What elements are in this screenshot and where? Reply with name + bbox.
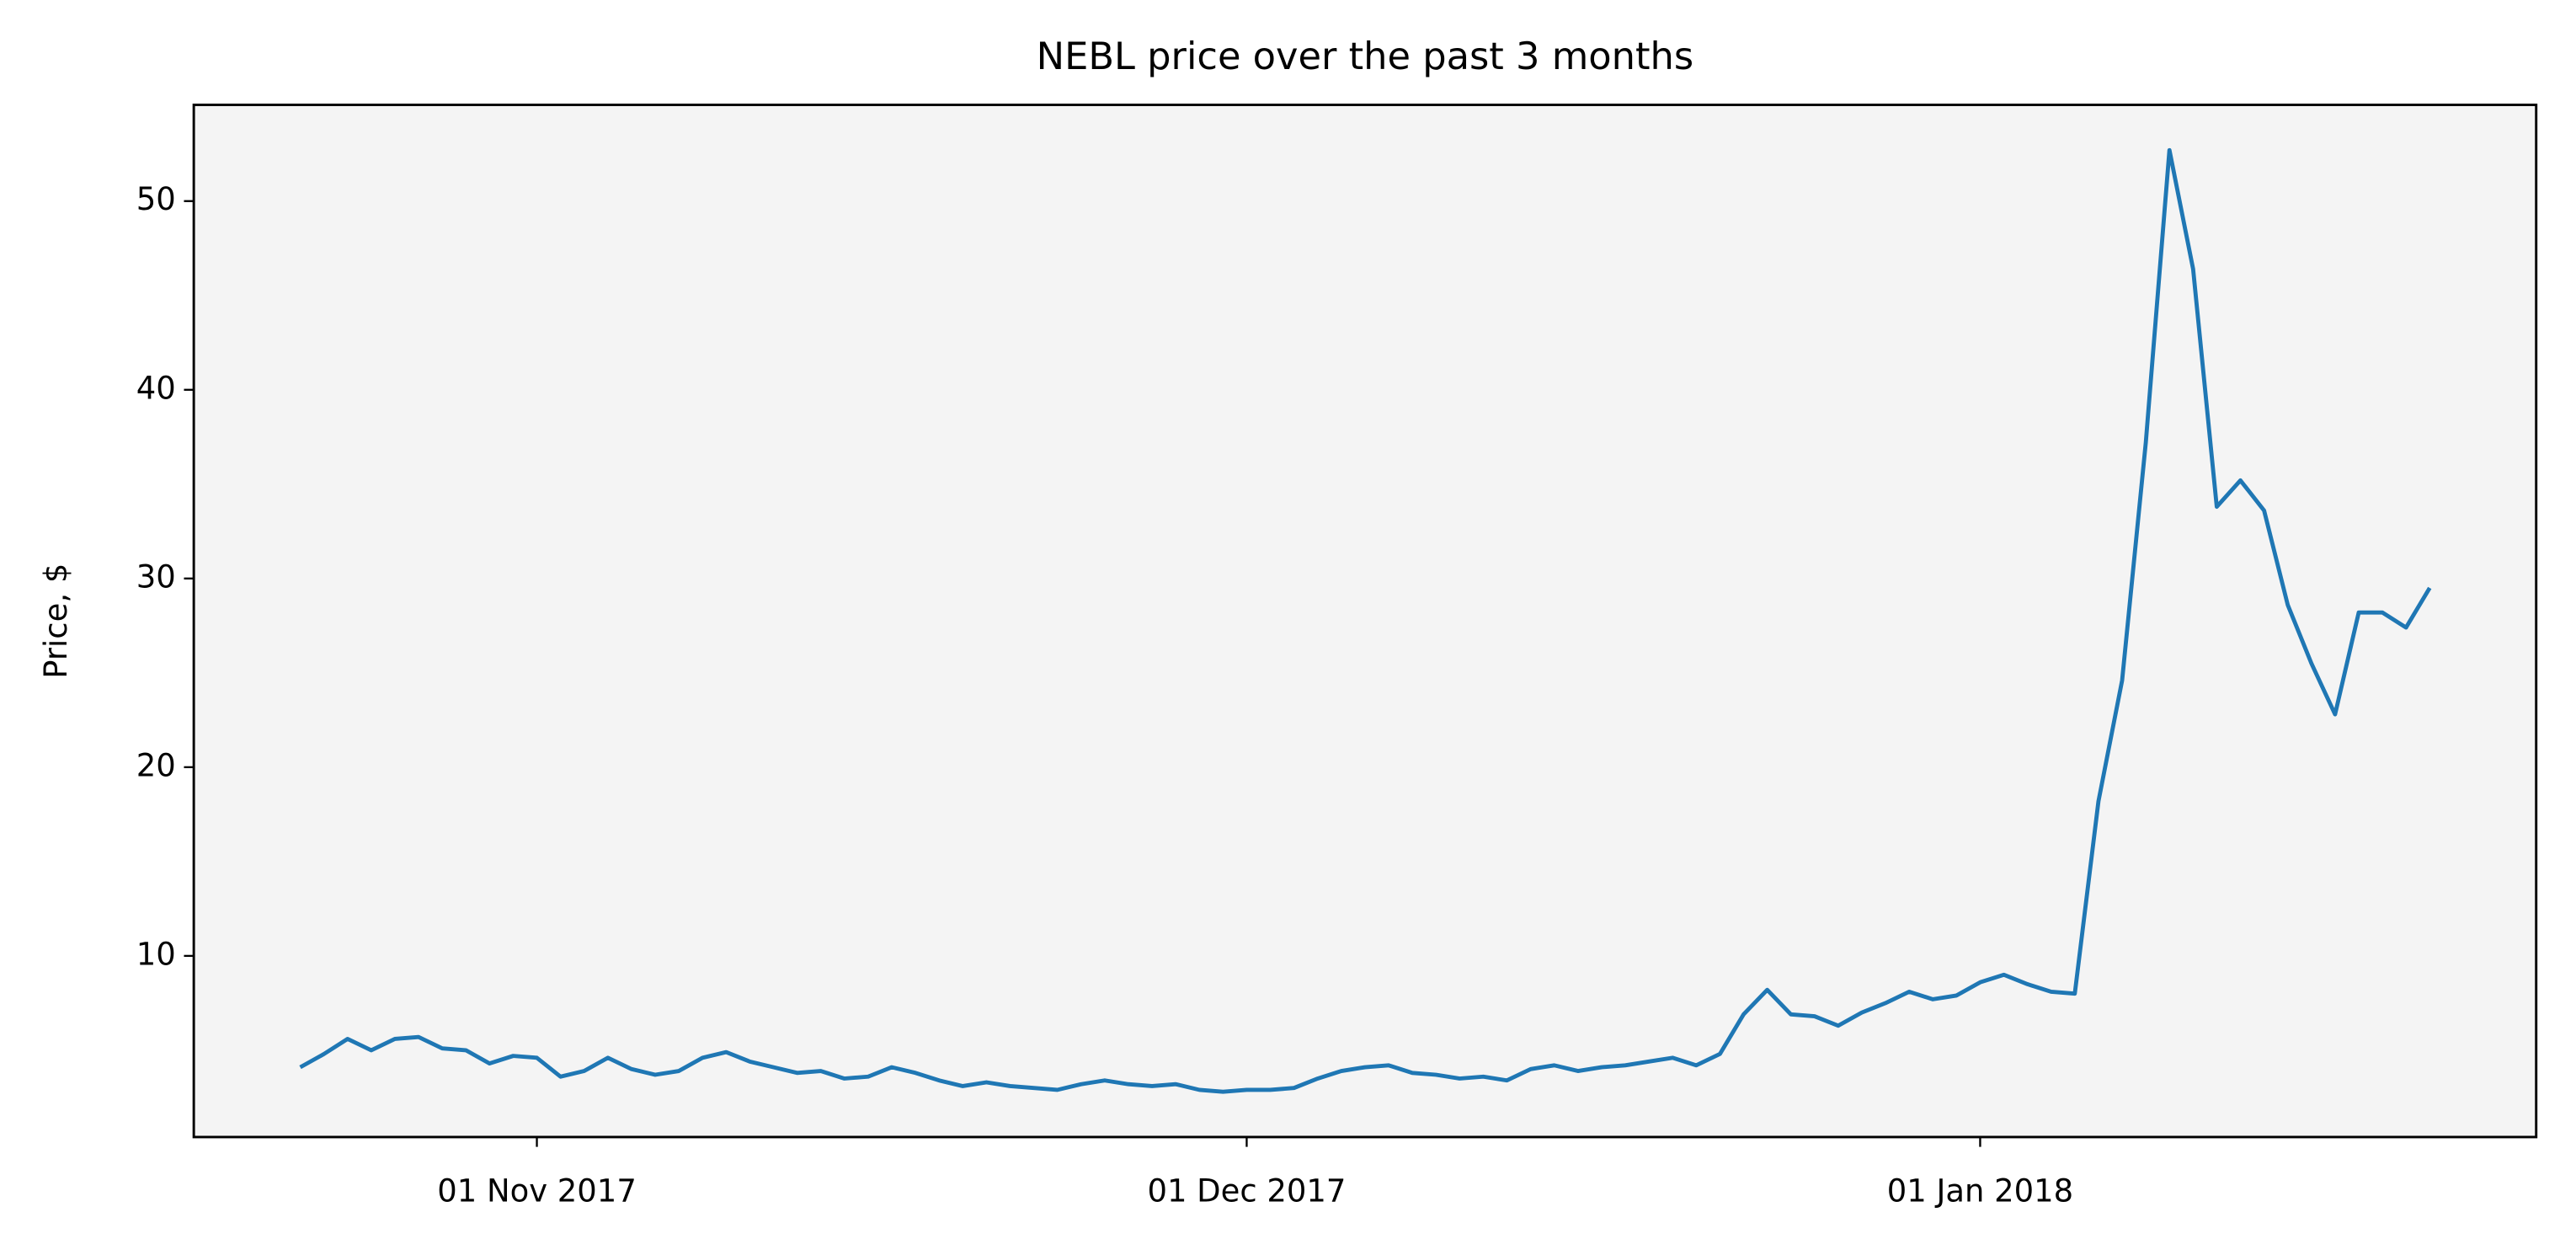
y-tick-label: 30 xyxy=(136,558,176,595)
y-tick-label: 50 xyxy=(136,181,176,217)
price-line xyxy=(299,147,2432,1094)
x-tick-label: 01 Dec 2017 xyxy=(1147,1173,1346,1210)
plot-area xyxy=(194,104,2536,1137)
y-tick-label: 10 xyxy=(136,936,176,972)
y-axis-label: Price, $ xyxy=(38,563,74,679)
y-tick-label: 20 xyxy=(136,747,176,783)
plot-frame xyxy=(192,104,2538,1139)
y-tick-label: 40 xyxy=(136,370,176,406)
x-tick-label: 01 Jan 2018 xyxy=(1887,1173,2073,1210)
chart-title: NEBL price over the past 3 months xyxy=(1037,34,1694,78)
x-tick-label: 01 Nov 2017 xyxy=(437,1173,637,1210)
